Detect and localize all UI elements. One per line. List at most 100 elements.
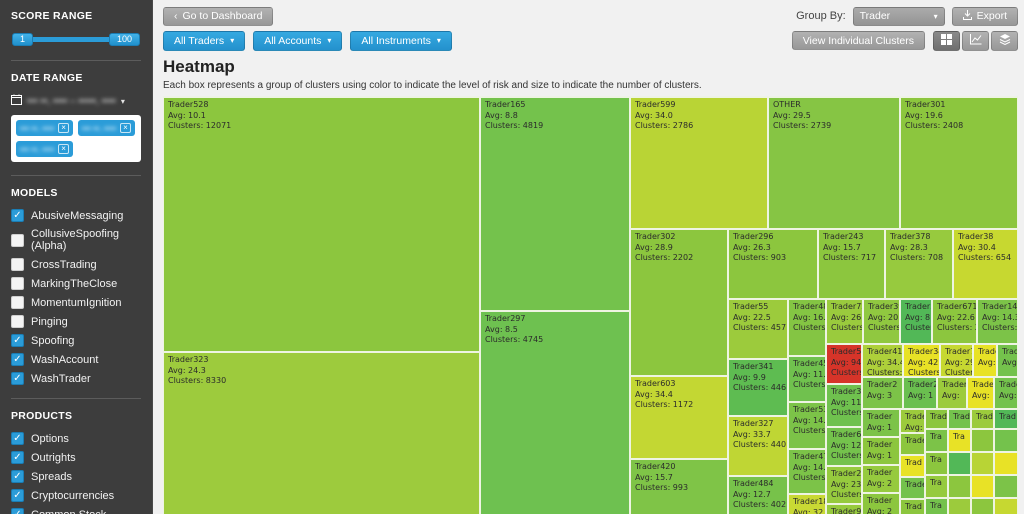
treemap-box[interactable]: Trad (948, 409, 971, 429)
model-checkbox-abusivemessaging[interactable]: ✓ (11, 209, 24, 222)
filter-dropdown-all-traders[interactable]: All Traders ▾ (163, 30, 246, 51)
model-checkbox-crosstrading[interactable] (11, 258, 24, 271)
treemap-box[interactable]: Trader2 Avg: 3 (862, 377, 903, 409)
treemap-box[interactable]: Trader341 Avg: 9.9 Clusters: 446 (728, 359, 788, 416)
treemap-box[interactable]: Trader38 Avg: 30.4 Clusters: 654 (953, 229, 1018, 299)
slider-min-handle[interactable]: 1 (12, 33, 34, 46)
treemap-box[interactable]: Trader55 Avg: 22.5 Clusters: 457 (728, 299, 788, 359)
filter-dropdown-all-accounts[interactable]: All Accounts ▾ (253, 30, 343, 51)
product-checkbox-options[interactable]: ✓ (11, 432, 24, 445)
treemap-box[interactable]: Trader599 Avg: 34.0 Clusters: 2786 (630, 97, 768, 229)
product-checkbox-outrights[interactable]: ✓ (11, 451, 24, 464)
product-checkbox-common-stock[interactable]: ✓ (11, 508, 24, 514)
model-checkbox-markingtheclose[interactable] (11, 277, 24, 290)
go-to-dashboard-button[interactable]: ‹ Go to Dashboard (163, 6, 274, 26)
group-by-dropdown[interactable]: Trader ▾ (852, 6, 945, 26)
treemap-box[interactable]: Tra (925, 475, 948, 498)
line-chart-view-button[interactable] (962, 30, 989, 51)
treemap-box[interactable]: Trader Avg: 1 (862, 437, 900, 465)
treemap-box[interactable]: Tra (925, 429, 948, 452)
treemap-box[interactable] (971, 498, 994, 514)
treemap-box[interactable]: Trad (925, 409, 948, 429)
treemap-box[interactable]: Trader Avg: 2 (862, 493, 900, 514)
treemap-box[interactable]: Trad (900, 455, 925, 477)
treemap-box[interactable] (994, 475, 1018, 498)
slider-track[interactable] (14, 37, 138, 42)
remove-chip-icon[interactable]: × (58, 123, 69, 133)
treemap-box[interactable]: Trad (971, 409, 994, 429)
product-checkbox-cryptocurrencies[interactable]: ✓ (11, 489, 24, 502)
model-checkbox-spoofing[interactable]: ✓ (11, 334, 24, 347)
treemap-box[interactable]: Trade (900, 477, 925, 499)
treemap-box[interactable]: Tra (925, 452, 948, 475)
date-chip[interactable]: ▪▪▪ ▪▪, ▪▪▪▪ × (77, 120, 135, 136)
treemap-box[interactable] (948, 475, 971, 498)
treemap-box[interactable] (994, 498, 1018, 514)
treemap-box[interactable] (994, 429, 1018, 452)
treemap-box[interactable] (971, 475, 994, 498)
remove-chip-icon[interactable]: × (58, 144, 69, 154)
treemap-box[interactable] (948, 498, 971, 514)
layers-view-button[interactable] (991, 30, 1018, 51)
treemap-box[interactable]: Trader296 Avg: 26.3 Clusters: 903 (728, 229, 818, 299)
treemap-box[interactable]: Trader302 Avg: 28.9 Clusters: 2202 (630, 229, 728, 376)
model-checkbox-collusivespoofing-alpha[interactable] (11, 233, 24, 247)
treemap-box[interactable]: Trader484 Avg: 12.7 Clusters: 402 (728, 476, 788, 514)
treemap-box[interactable]: Trader Avg: 1 (862, 409, 900, 437)
treemap-box[interactable] (948, 452, 971, 475)
grid-view-button[interactable] (933, 30, 960, 51)
treemap-box[interactable]: Trader420 Avg: 15.7 Clusters: 993 (630, 459, 728, 514)
model-checkbox-washaccount[interactable]: ✓ (11, 353, 24, 366)
date-chip[interactable]: ▪▪▪ ▪▪, ▪▪▪▪ × (16, 120, 73, 136)
treemap-box[interactable]: Trade Avg: (900, 409, 925, 433)
treemap-box[interactable]: Trader301 Avg: 19.6 Clusters: 2408 (900, 97, 1018, 229)
treemap-box[interactable]: Trader2 Avg: 1 (903, 377, 937, 409)
date-range-summary[interactable]: ▪▪▪ ▪▪, ▪▪▪▪ – ▪▪▪▪▪, ▪▪▪▪ ▾ (11, 94, 141, 108)
score-range-slider[interactable]: 1 100 (12, 32, 140, 47)
treemap-box[interactable] (971, 429, 994, 452)
treemap-box[interactable]: Trader297 Avg: 8.5 Clusters: 4745 (480, 311, 630, 514)
treemap-box[interactable]: Trader528 Avg: 10.1 Clusters: 12071 (163, 97, 480, 352)
model-checkbox-pinging[interactable] (11, 315, 24, 328)
treemap-box[interactable]: OTHER Avg: 29.5 Clusters: 2739 (768, 97, 900, 229)
slider-max-handle[interactable]: 100 (108, 33, 140, 46)
treemap-box[interactable]: Trader243 Avg: 15.7 Clusters: 717 (818, 229, 885, 299)
model-checkbox-momentumignition[interactable] (11, 296, 24, 309)
treemap-box[interactable] (971, 452, 994, 475)
treemap-box[interactable]: Trader Avg: 2 (862, 465, 900, 493)
treemap-box[interactable]: Trader378 Avg: 28.3 Clusters: 708 (885, 229, 953, 299)
treemap-box[interactable] (994, 452, 1018, 475)
treemap-box[interactable]: Tra (925, 498, 948, 514)
treemap-box[interactable]: Tra (948, 429, 971, 452)
date-chip[interactable]: ▪▪▪ ▪▪, ▪▪▪▪ × (16, 141, 73, 157)
treemap-box[interactable]: Trader603 Avg: 34.4 Clusters: 1172 (630, 376, 728, 459)
filter-dropdown-all-instruments[interactable]: All Instruments ▾ (350, 30, 452, 51)
treemap-box[interactable]: Trad (994, 409, 1018, 429)
view-individual-clusters-button[interactable]: View Individual Clusters (791, 31, 925, 50)
treemap-box[interactable]: Trade (900, 433, 925, 455)
treemap-box[interactable]: Trader165 Avg: 8.8 Clusters: 4819 (480, 97, 630, 311)
export-button[interactable]: Export (951, 6, 1018, 26)
model-checkbox-washtrader[interactable]: ✓ (11, 372, 24, 385)
product-checkbox-spreads[interactable]: ✓ (11, 470, 24, 483)
treemap-box[interactable]: Trader323 Avg: 24.3 Clusters: 8330 (163, 352, 480, 514)
